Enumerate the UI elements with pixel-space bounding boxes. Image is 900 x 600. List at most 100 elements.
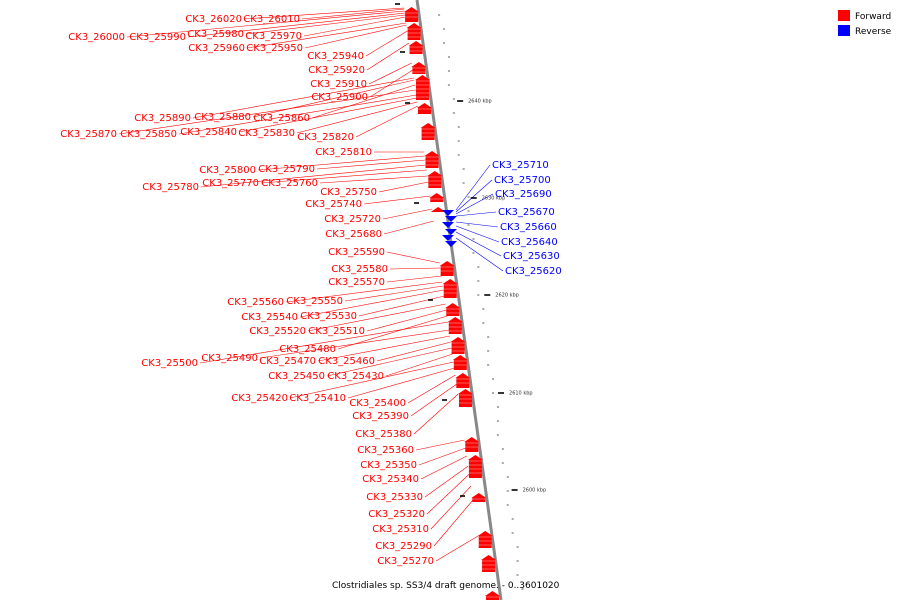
reverse-label-connector: [455, 193, 494, 215]
forward-gene-label: CK3_25780: [142, 182, 199, 193]
forward-label-connector: [386, 275, 442, 283]
forward-label-connector: [126, 10, 405, 38]
forward-gene-label: CK3_25410: [289, 393, 346, 404]
forward-gene-label: CK3_25960: [188, 43, 245, 54]
forward-label-connector: [238, 97, 417, 133]
reverse-label-connector: [455, 211, 497, 217]
legend-reverse-label: Reverse: [855, 27, 892, 37]
forward-gene-label: CK3_25510: [308, 326, 365, 337]
forward-label-connector: [365, 30, 408, 57]
forward-label-connector: [317, 335, 451, 362]
forward-label-connector: [378, 181, 429, 193]
forward-label-connector: [366, 309, 447, 332]
reverse-label-connector: [455, 164, 491, 211]
forward-gene-label: CK3_25840: [180, 127, 237, 138]
forward-label-connector: [385, 353, 453, 377]
forward-gene-label: CK3_25350: [360, 460, 417, 471]
tick-label: 2610 kbp: [509, 391, 533, 397]
forward-gene: [481, 555, 497, 572]
forward-label-connector: [435, 535, 479, 562]
forward-label-connector: [246, 22, 407, 49]
forward-label-connector: [413, 393, 459, 435]
forward-label-connector: [326, 347, 452, 377]
forward-label-connector: [316, 159, 426, 170]
forward-gene-label: CK3_25750: [320, 187, 377, 198]
forward-gene: [406, 23, 422, 40]
forward-gene: [429, 193, 445, 202]
forward-label-connector: [257, 155, 425, 171]
forward-gene-label: CK3_25570: [328, 277, 385, 288]
forward-gene-label: CK3_25530: [300, 311, 357, 322]
forward-label-connector: [319, 175, 428, 184]
forward-gene-label: CK3_25290: [375, 541, 432, 552]
forward-label-connector: [118, 89, 416, 135]
forward-label-connector: [178, 94, 417, 135]
forward-gene-label: CK3_25820: [297, 132, 354, 143]
forward-gene-label: CK3_26000: [68, 32, 125, 43]
reverse-gene: [442, 222, 454, 228]
forward-gene-label: CK3_26020: [185, 14, 242, 25]
forward-label-connector: [418, 447, 466, 466]
forward-gene-label: CK3_25390: [352, 411, 409, 422]
forward-gene-label: CK3_25720: [324, 214, 381, 225]
reverse-gene: [442, 210, 454, 216]
forward-gene-label: CK3_25800: [199, 165, 256, 176]
forward-gene: [455, 373, 471, 388]
forward-label-connector: [285, 281, 443, 303]
gene-features: [404, 7, 500, 600]
forward-gene-label: CK3_25940: [307, 51, 364, 62]
forward-label-connector: [344, 285, 444, 302]
forward-label-connector: [366, 42, 410, 71]
reverse-label-connector: [455, 179, 493, 213]
forward-gene-label: CK3_25770: [202, 178, 259, 189]
forward-label-connector: [245, 14, 406, 35]
forward-label-connector: [259, 329, 450, 359]
forward-label-connector: [386, 251, 440, 264]
forward-label-connector: [389, 267, 441, 270]
forward-gene: [430, 207, 446, 212]
forward-label-connector: [355, 105, 418, 138]
forward-gene-label: CK3_25480: [279, 344, 336, 355]
reverse-label-connector: [455, 221, 499, 228]
forward-label-connector: [304, 24, 407, 49]
forward-label-connector: [407, 374, 456, 404]
legend-reverse-swatch: [838, 25, 850, 36]
forward-gene-label: CK3_25360: [357, 445, 414, 456]
scale-ticks: 2640 kbp 2630 kbp 2620 kbp 2610 kbp 2600 kbp: [395, 3, 547, 590]
reverse-label-connector: [455, 237, 504, 272]
forward-gene-label: CK3_25920: [308, 65, 365, 76]
forward-gene-label: CK3_25900: [311, 92, 368, 103]
forward-gene: [404, 7, 420, 22]
forward-gene: [420, 123, 436, 140]
forward-gene: [427, 171, 443, 188]
forward-gene-label: CK3_25550: [286, 296, 343, 307]
tick-label: 2600 kbp: [523, 488, 547, 494]
reverse-gene-label: CK3_25710: [492, 160, 549, 171]
forward-label-connector: [192, 77, 414, 119]
forward-gene-label: CK3_25310: [372, 524, 429, 535]
forward-label-connector: [299, 289, 444, 318]
forward-label-connector: [426, 473, 470, 515]
forward-gene-label: CK3_25270: [377, 556, 434, 567]
forward-gene: [416, 103, 432, 114]
forward-gene-label: CK3_25450: [268, 371, 325, 382]
forward-gene-label: CK3_25860: [253, 113, 310, 124]
forward-gene: [477, 531, 493, 548]
forward-gene-label: CK3_25420: [231, 393, 288, 404]
forward-gene-label: CK3_25400: [349, 398, 406, 409]
forward-gene-label: CK3_25970: [245, 31, 302, 42]
forward-gene-label: CK3_25870: [60, 129, 117, 140]
forward-gene-label: CK3_25430: [327, 371, 384, 382]
forward-label-connector: [260, 169, 427, 184]
forward-label-connector: [368, 62, 412, 85]
forward-label-connector: [433, 499, 474, 547]
forward-label-connector: [358, 295, 445, 317]
forward-gene-label: CK3_25340: [362, 474, 419, 485]
forward-gene-label: CK3_25810: [315, 147, 372, 158]
forward-label-connector: [376, 341, 451, 362]
forward-label-connector: [296, 101, 418, 134]
forward-label-connector: [410, 383, 457, 417]
reverse-label-connector: [455, 225, 500, 243]
forward-label-connector: [303, 16, 406, 37]
